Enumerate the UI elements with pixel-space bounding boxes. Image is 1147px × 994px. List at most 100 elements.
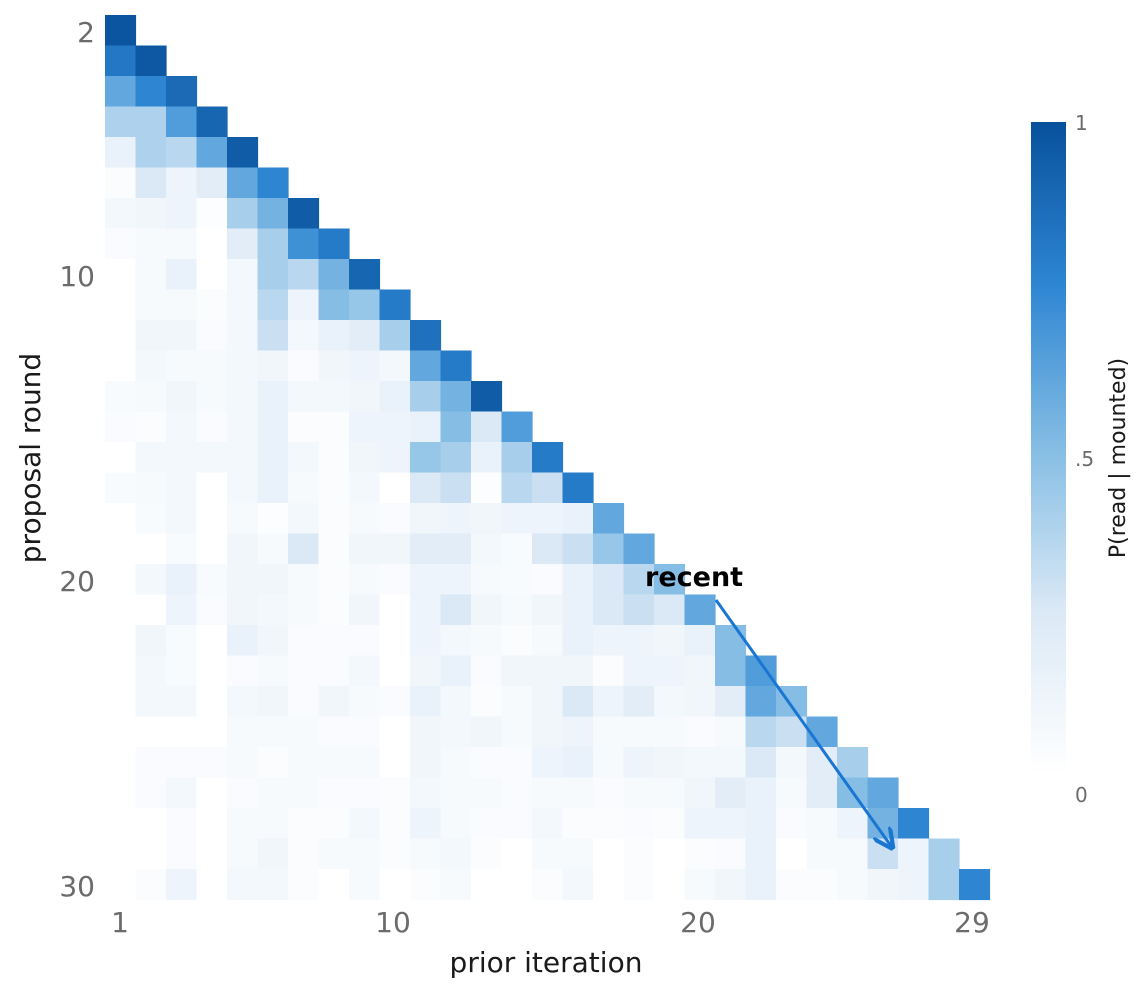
heatmap-cell bbox=[288, 655, 320, 687]
heatmap-cell bbox=[257, 777, 289, 809]
heatmap-cell bbox=[379, 381, 411, 413]
heatmap-cell bbox=[135, 777, 167, 809]
heatmap-cell bbox=[410, 442, 442, 474]
heatmap-cell bbox=[196, 808, 228, 840]
heatmap-cell bbox=[288, 564, 320, 596]
heatmap-cell bbox=[532, 869, 564, 901]
recent-annotation: recent bbox=[645, 562, 891, 846]
heatmap-cell bbox=[471, 747, 503, 779]
heatmap-cell bbox=[288, 716, 320, 748]
heatmap-cell bbox=[776, 838, 808, 870]
heatmap-cell bbox=[593, 564, 625, 596]
y-tick-label: 2 bbox=[77, 16, 95, 49]
heatmap-cell bbox=[501, 564, 533, 596]
heatmap-cell bbox=[532, 564, 564, 596]
heatmap-cell bbox=[318, 869, 350, 901]
heatmap-cell bbox=[135, 167, 167, 199]
heatmap-cell bbox=[562, 869, 594, 901]
heatmap-cell bbox=[532, 716, 564, 748]
heatmap-cell bbox=[349, 381, 381, 413]
heatmap-cell bbox=[135, 533, 167, 565]
heatmap-cell bbox=[105, 472, 137, 504]
heatmap-cell bbox=[440, 472, 472, 504]
heatmap-cell bbox=[227, 472, 259, 504]
heatmap-cell bbox=[623, 564, 655, 596]
heatmap-cell bbox=[135, 594, 167, 626]
heatmap-cell bbox=[166, 808, 198, 840]
heatmap-cell bbox=[440, 869, 472, 901]
heatmap-cell bbox=[257, 350, 289, 382]
heatmap-cell bbox=[288, 198, 320, 230]
heatmap-cell bbox=[715, 747, 747, 779]
heatmap-cell bbox=[288, 411, 320, 443]
heatmap-cell bbox=[288, 350, 320, 382]
heatmap-cell bbox=[562, 503, 594, 535]
heatmap-cell bbox=[410, 411, 442, 443]
heatmap-cell bbox=[227, 259, 259, 291]
heatmap-cell bbox=[135, 289, 167, 321]
x-tick-label: 10 bbox=[375, 906, 411, 939]
x-tick-label: 1 bbox=[111, 906, 129, 939]
heatmap-cell bbox=[501, 594, 533, 626]
heatmap-cell bbox=[135, 686, 167, 718]
heatmap-cell bbox=[837, 869, 869, 901]
heatmap-cell bbox=[562, 564, 594, 596]
heatmap-cell bbox=[135, 45, 167, 77]
heatmap-cell bbox=[227, 289, 259, 321]
heatmap-cell bbox=[257, 289, 289, 321]
heatmap-cell bbox=[227, 320, 259, 352]
heatmap-cell bbox=[166, 869, 198, 901]
heatmap-cell bbox=[257, 716, 289, 748]
x-axis-title: prior iteration bbox=[450, 946, 643, 979]
heatmap-cell bbox=[105, 259, 137, 291]
heatmap-cell bbox=[196, 564, 228, 596]
heatmap-cell bbox=[288, 869, 320, 901]
heatmap-cell bbox=[440, 716, 472, 748]
heatmap-cell bbox=[440, 442, 472, 474]
heatmap-cell bbox=[562, 838, 594, 870]
heatmap-cell bbox=[349, 777, 381, 809]
x-axis-ticks: 1 10 20 29 bbox=[111, 906, 990, 939]
heatmap-cell bbox=[135, 106, 167, 138]
heatmap-cell bbox=[196, 198, 228, 230]
heatmap-cell bbox=[593, 777, 625, 809]
heatmap-cell bbox=[501, 472, 533, 504]
heatmap-cell bbox=[257, 381, 289, 413]
heatmap-cell bbox=[410, 777, 442, 809]
heatmap-cells bbox=[105, 15, 991, 901]
heatmap-cell bbox=[379, 594, 411, 626]
heatmap-cell bbox=[410, 594, 442, 626]
heatmap-cell bbox=[105, 411, 137, 443]
heatmap-cell bbox=[715, 808, 747, 840]
heatmap-cell bbox=[318, 411, 350, 443]
heatmap-cell bbox=[410, 320, 442, 352]
heatmap-cell bbox=[288, 503, 320, 535]
heatmap-cell bbox=[227, 869, 259, 901]
heatmap-cell bbox=[288, 777, 320, 809]
heatmap-cell bbox=[349, 442, 381, 474]
heatmap-cell bbox=[867, 838, 899, 870]
heatmap-cell bbox=[135, 350, 167, 382]
heatmap-cell bbox=[715, 777, 747, 809]
heatmap-cell bbox=[471, 594, 503, 626]
heatmap-cell bbox=[532, 472, 564, 504]
heatmap-cell bbox=[318, 442, 350, 474]
heatmap-cell bbox=[196, 533, 228, 565]
heatmap-cell bbox=[196, 259, 228, 291]
heatmap-cell bbox=[318, 655, 350, 687]
heatmap-cell bbox=[166, 564, 198, 596]
heatmap-cell bbox=[806, 777, 838, 809]
heatmap-cell bbox=[593, 747, 625, 779]
heatmap-cell bbox=[867, 777, 899, 809]
heatmap-cell bbox=[501, 442, 533, 474]
heatmap-cell bbox=[410, 869, 442, 901]
heatmap-cell bbox=[257, 564, 289, 596]
heatmap-cell bbox=[379, 289, 411, 321]
y-axis-ticks: 2 10 20 30 bbox=[59, 16, 95, 903]
heatmap-cell bbox=[440, 381, 472, 413]
heatmap-cell bbox=[105, 137, 137, 169]
heatmap-cell bbox=[349, 625, 381, 657]
heatmap-cell bbox=[166, 228, 198, 260]
heatmap-cell bbox=[257, 167, 289, 199]
y-tick-label: 10 bbox=[59, 260, 95, 293]
